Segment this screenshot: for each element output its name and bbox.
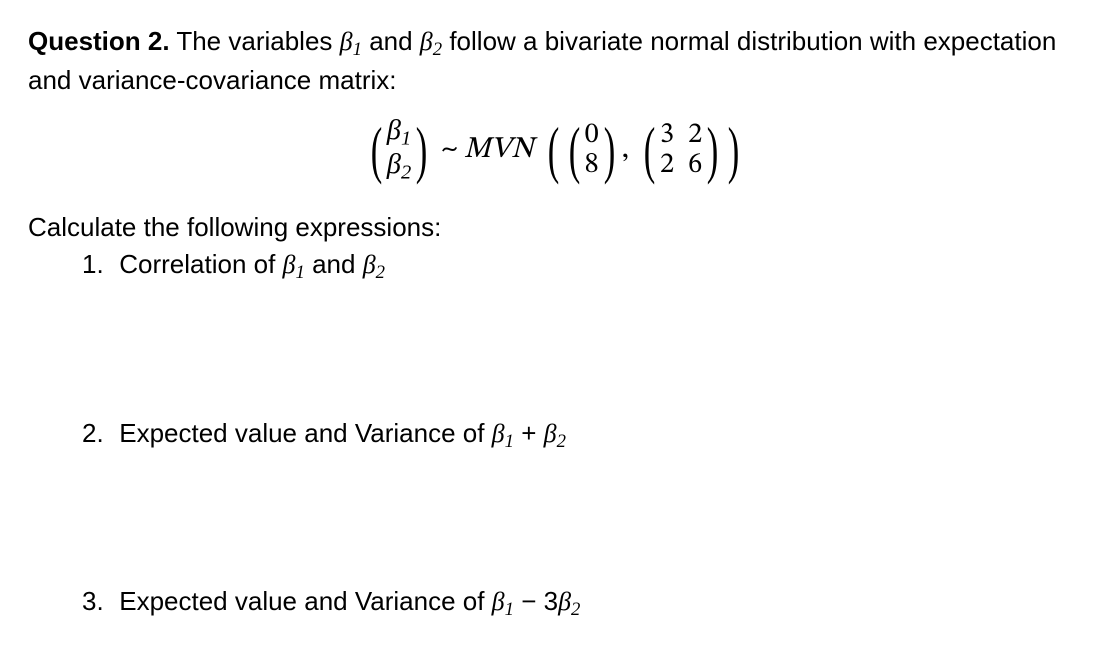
q3-beta1-sub: 1 [505,599,514,620]
q1-beta1-sub: 1 [296,262,305,283]
q3-text-a: Expected value and Variance of [119,586,491,616]
q3-minus: − 3 [514,586,558,616]
q2-beta1-sub: 1 [505,431,514,452]
cov-21: 2 [660,150,674,180]
cov-11: 3 [660,120,674,150]
intro-text-1: The variables [176,26,339,56]
distribution-expression: ( β1 β2 ) ~MVN ( ( 0 8 ) , ( 3 2 [28,116,1082,185]
vec-bot: β [387,149,401,180]
mvn-args: ( ( 0 8 ) , ( 3 2 2 6 ) [543,120,745,180]
q2-text-a: Expected value and Variance of [119,418,491,448]
mean-bot: 8 [585,150,599,180]
mean-lparen-icon: ( [568,122,580,179]
list-item: 1. Correlation of β1 and β2 [82,247,1082,286]
calc-prompt: Calculate the following expressions: [28,210,1082,245]
beta1-symbol: β [340,27,353,56]
q2-beta2-sub: 2 [557,431,566,452]
mean-rparen-icon: ) [603,122,615,179]
mean-top: 0 [585,120,599,150]
cov-12: 2 [688,120,702,150]
item-number-3: 3. [82,584,112,619]
q1-text-a: Correlation of [119,249,282,279]
intro-text-2: and [362,26,420,56]
q3-beta2-sub: 2 [571,599,580,620]
outer-rparen-icon: ) [728,122,740,179]
list-item: 3. Expected value and Variance of β1 − 3… [82,584,1082,623]
item-number-1: 1. [82,247,112,282]
q2-beta2: β [544,419,557,448]
question-label: Question 2. [28,26,170,56]
comma-symbol: , [622,130,629,171]
cov-lparen-icon: ( [644,122,656,179]
beta-vector: ( β1 β2 ) [366,116,432,185]
beta2-symbol: β [420,27,433,56]
mvn-label: MVN [464,135,534,165]
q3-beta1: β [492,587,505,616]
q1-beta1: β [283,250,296,279]
beta1-sub: 1 [353,39,362,60]
rparen-icon: ) [416,122,428,179]
cov-matrix: ( 3 2 2 6 ) [639,120,723,180]
cov-rparen-icon: ) [707,122,719,179]
q2-plus: + [514,418,544,448]
cov-22: 6 [688,150,702,180]
vec-top: β [387,115,401,146]
beta2-sub: 2 [433,39,442,60]
lparen-icon: ( [371,122,383,179]
outer-lparen-icon: ( [547,122,559,179]
q1-beta2: β [363,250,376,279]
q3-beta2: β [558,587,571,616]
vec-top-sub: 1 [401,127,411,149]
question-intro: Question 2. The variables β1 and β2 foll… [28,24,1082,98]
list-item: 2. Expected value and Variance of β1 + β… [82,416,1082,455]
q1-beta2-sub: 2 [376,262,385,283]
q1-text-b: and [305,249,363,279]
tilde-symbol: ~ [441,135,458,165]
q2-beta1: β [492,419,505,448]
vec-bot-sub: 2 [401,162,411,184]
mean-vector: ( 0 8 ) [564,120,620,180]
item-number-2: 2. [82,416,112,451]
